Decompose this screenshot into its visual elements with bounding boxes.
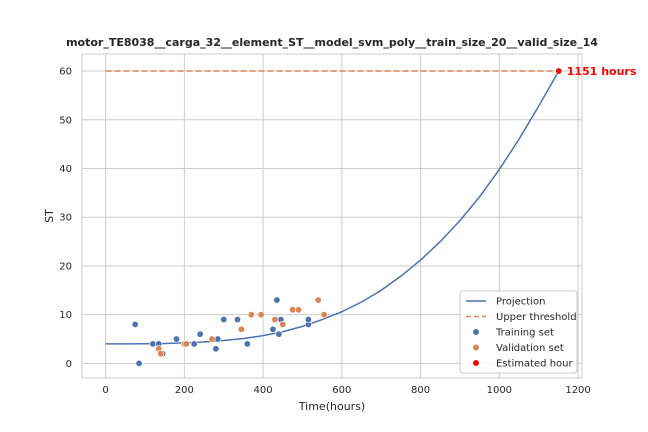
training-point: [149, 340, 157, 348]
training-point: [131, 320, 139, 328]
legend-entry: Training set: [473, 328, 554, 339]
y-tick-label: 30: [59, 213, 72, 224]
x-tick-label: 400: [254, 385, 273, 396]
legend: Projection Upper threshold Training set Val…: [459, 290, 578, 374]
y-tick-label: 60: [59, 67, 72, 78]
legend-label: Estimated hour: [496, 359, 573, 370]
x-tick-label: 200: [175, 385, 194, 396]
plot-border: [81, 53, 583, 379]
training-point: [214, 335, 222, 343]
validation-point: [279, 320, 287, 328]
validation-point: [320, 311, 328, 319]
tick-labels: 0 200 400 600 800 1000 1200 0 10 20 30 40 50 60: [59, 67, 591, 396]
validation-point: [271, 316, 279, 324]
legend-label: Validation set: [496, 343, 564, 354]
y-axis-title: ST: [43, 209, 56, 223]
legend-label: Upper threshold: [496, 312, 577, 323]
validation-point: [257, 311, 265, 319]
legend-label: Training set: [495, 328, 554, 339]
validation-point: [314, 296, 322, 304]
training-point: [196, 330, 204, 338]
legend-label: Projection: [496, 297, 545, 308]
x-axis-title: Time(hours): [298, 400, 365, 413]
legend-swatch: [473, 344, 479, 351]
validation-point: [182, 340, 190, 348]
legend-frame: [459, 290, 578, 374]
validation-point: [208, 335, 216, 343]
validation-point: [157, 350, 165, 358]
training-point: [304, 316, 312, 324]
legend-swatch: [473, 329, 479, 335]
training-point: [275, 330, 283, 338]
legend-entry: Upper threshold: [466, 312, 577, 323]
legend-entry: Estimated hour: [473, 359, 573, 370]
legend-entry: Projection: [466, 297, 545, 308]
training-point: [234, 316, 242, 324]
x-tick-label: 600: [332, 385, 351, 396]
chart-title: motor_TE8038__carga_32__element_ST__mode…: [66, 36, 598, 49]
series-layer: [105, 67, 563, 367]
training-point: [135, 359, 143, 367]
training-point: [243, 340, 251, 348]
y-tick-label: 20: [59, 261, 72, 272]
legend-swatch: [473, 360, 479, 366]
x-tick-label: 0: [102, 385, 108, 396]
training-point: [172, 335, 180, 343]
validation-point: [247, 311, 255, 319]
training-point: [269, 325, 277, 333]
y-tick-label: 0: [66, 359, 72, 370]
x-tick-label: 800: [411, 385, 430, 396]
training-point: [190, 340, 198, 348]
training-point: [220, 316, 228, 324]
validation-point: [289, 306, 297, 314]
validation-point: [237, 325, 245, 333]
training-point: [273, 296, 281, 304]
y-tick-label: 50: [59, 115, 72, 126]
training-point: [212, 345, 220, 353]
legend-entry: Validation set: [473, 343, 564, 354]
estimated-hour-annotation: 1151 hours: [567, 65, 637, 78]
x-tick-label: 1200: [565, 385, 590, 396]
validation-point: [295, 306, 303, 314]
y-tick-label: 40: [59, 164, 72, 175]
x-tick-label: 1000: [487, 385, 512, 396]
y-tick-label: 10: [59, 310, 72, 321]
estimated-point: [555, 67, 563, 75]
